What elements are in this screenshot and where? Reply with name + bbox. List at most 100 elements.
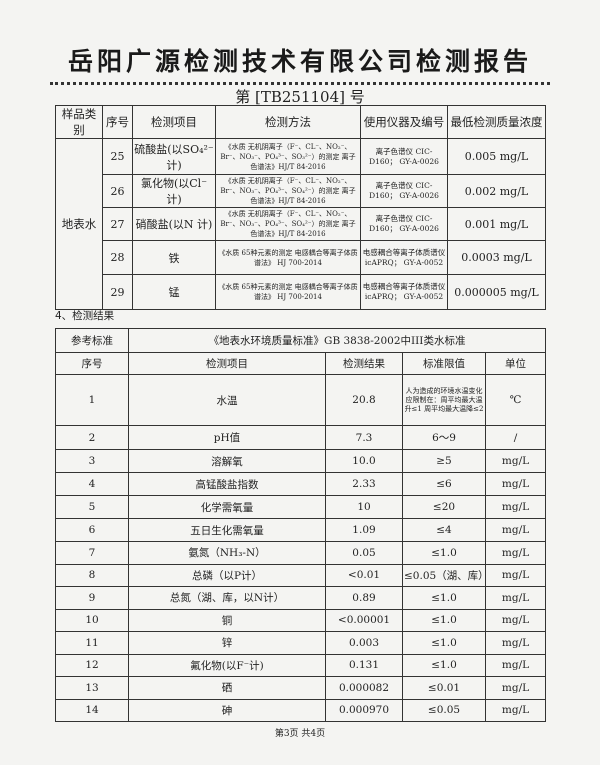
instrument: 电感耦合等离子体质谱仪icAPRQ； GY-A-0052	[360, 274, 448, 310]
test-method: 《水质 无机阴离子（F⁻、CL⁻、NO₂⁻、Br⁻、NO₃⁻、PO₄³⁻、SO₄…	[215, 174, 361, 208]
table-row: 地表水 25 硫酸盐(以SO₄²⁻计) 《水质 无机阴离子（F⁻、CL⁻、NO₂⁻、B…	[55, 138, 546, 310]
test-item: 氨氮（NH₃-N）	[128, 541, 326, 565]
unit: mg/L	[485, 676, 546, 700]
test-item: 化学需氧量	[128, 495, 326, 519]
header-cell: 检测方法	[215, 105, 361, 139]
standard-limit: ≤1.0	[402, 541, 486, 565]
table-row: 1 水温 20.8 人为造成的环境水温变化应限制在：周平均最大温升≤1 周平均最大温降…	[55, 374, 546, 426]
section-title: 4、检测结果	[55, 310, 115, 322]
standard-limit: ≤20	[402, 495, 486, 519]
unit: mg/L	[485, 518, 546, 542]
standard-limit: ≥5	[402, 449, 486, 473]
table-header-row: 序号 检测项目 检测结果 标准限值 单位	[55, 352, 546, 375]
table-row: 29 锰《水质 65种元素的测定 电感耦合等离子体质谱法》 HJ 700-2014…	[56, 274, 546, 310]
results-table: 参考标准 《地表水环境质量标准》GB 3838-2002中III类水标准 序号 …	[55, 328, 546, 722]
test-result: 0.131	[325, 653, 403, 677]
unit: mg/L	[485, 586, 546, 610]
table-row: 3 溶解氧 10.0 ≥5 mg/L	[55, 449, 546, 473]
header-cell: 标准限值	[402, 352, 486, 375]
row-number: 8	[55, 563, 129, 587]
test-item: 锌	[128, 631, 326, 655]
test-result: 20.8	[325, 374, 403, 426]
row-number: 11	[55, 631, 129, 655]
test-method: 《水质 无机阴离子（F⁻、CL⁻、NO₂⁻、Br⁻、NO₃⁻、PO₄³⁻、SO₃…	[215, 138, 361, 175]
detection-limit: 0.000005 mg/L	[447, 274, 546, 310]
header-cell: 序号	[55, 352, 129, 375]
row-number: 26	[102, 174, 133, 208]
unit: mg/L	[485, 541, 546, 565]
instrument: 电感耦合等离子体质谱仪icAPRQ； GY-A-0052	[360, 240, 448, 275]
row-number: 29	[102, 274, 133, 310]
row-number: 13	[55, 676, 129, 700]
row-number: 4	[55, 472, 129, 496]
header-cell: 序号	[102, 105, 133, 139]
header-cell: 检测结果	[325, 352, 403, 375]
row-number: 3	[55, 449, 129, 473]
unit: /	[485, 425, 546, 450]
test-item: 总氮（湖、库，以N计）	[128, 586, 326, 610]
unit: ℃	[485, 374, 546, 426]
row-number: 25	[102, 138, 133, 175]
row-number: 27	[102, 207, 133, 241]
header-cell: 最低检测质量浓度	[447, 105, 546, 139]
table-row: 10 铜 <0.00001 ≤1.0 mg/L	[55, 608, 546, 632]
test-result: 0.003	[325, 631, 403, 655]
test-method: 《水质 65种元素的测定 电感耦合等离子体质谱法》 HJ 700-2014	[215, 274, 361, 310]
test-result: 7.3	[325, 425, 403, 450]
unit: mg/L	[485, 472, 546, 496]
test-item: 锰	[132, 274, 216, 310]
table-row: 9 总氮（湖、库，以N计） 0.89 ≤1.0 mg/L	[55, 586, 546, 610]
table-header-row: 样品类别 序号 检测项目 检测方法 使用仪器及编号 最低检测质量浓度	[55, 105, 546, 139]
table-row: 26 氯化物(以Cl⁻计) 《水质 无机阴离子（F⁻、CL⁻、NO₂⁻、Br⁻、NO…	[56, 174, 546, 208]
standard-limit: 6～9	[402, 425, 486, 450]
test-method: 《水质 65种元素的测定 电感耦合等离子体质谱法》 HJ 700-2014	[215, 240, 361, 275]
test-item: 五日生化需氧量	[128, 518, 326, 542]
dotted-divider	[50, 82, 550, 85]
header-cell: 检测项目	[128, 352, 326, 375]
row-number: 6	[55, 518, 129, 542]
test-item: 铁	[132, 240, 216, 275]
detection-limit: 0.005 mg/L	[447, 138, 546, 175]
test-item: 硫酸盐(以SO₄²⁻计)	[132, 138, 216, 175]
test-result: 10	[325, 495, 403, 519]
table-row: 27 硝酸盐(以N 计) 《水质 无机阴离子（F⁻、CL⁻、NO₂⁻、Br⁻、NO₃…	[56, 207, 546, 241]
unit: mg/L	[485, 449, 546, 473]
table-row: 2 pH值 7.3 6～9/	[55, 425, 546, 450]
standard-limit: ≤0.01	[402, 676, 486, 700]
standard-limit: ≤1.0	[402, 631, 486, 655]
row-number: 28	[102, 240, 133, 275]
test-result: 2.33	[325, 472, 403, 496]
unit: mg/L	[485, 631, 546, 655]
table-row: 8 总磷（以P计） <0.01 ≤0.05（湖、库） mg/L	[55, 563, 546, 587]
reference-label: 参考标准	[55, 328, 129, 353]
row-number: 14	[55, 698, 129, 722]
test-result: 0.05	[325, 541, 403, 565]
reference-standard-row: 参考标准 《地表水环境质量标准》GB 3838-2002中III类水标准	[55, 328, 546, 353]
row-number: 12	[55, 653, 129, 677]
standard-limit: 人为造成的环境水温变化应限制在：周平均最大温升≤1 周平均最大温降≤2	[402, 374, 486, 426]
table-row: 14 砷 0.000970 ≤0.05 mg/L	[55, 698, 546, 722]
standard-limit: ≤1.0	[402, 586, 486, 610]
table-row: 28 铁《水质 65种元素的测定 电感耦合等离子体质谱法》 HJ 700-2014…	[56, 240, 546, 275]
unit: mg/L	[485, 698, 546, 722]
test-result: <0.00001	[325, 608, 403, 632]
standard-limit: ≤0.05	[402, 698, 486, 722]
test-result: 0.000970	[325, 698, 403, 722]
row-number: 10	[55, 608, 129, 632]
table-row: 13 硒 0.000082 ≤0.01 mg/L	[55, 676, 546, 700]
instrument: 离子色谱仪 CIC-D160； GY-A-0026	[360, 207, 448, 241]
page-footer: 第3页 共4页	[274, 729, 326, 739]
standard-limit: ≤1.0	[402, 608, 486, 632]
test-result: 0.89	[325, 586, 403, 610]
standard-limit: ≤4	[402, 518, 486, 542]
sample-category: 地表水	[55, 138, 103, 310]
standard-limit: ≤6	[402, 472, 486, 496]
test-item: 硒	[128, 676, 326, 700]
row-number: 9	[55, 586, 129, 610]
test-item: 砷	[128, 698, 326, 722]
row-number: 7	[55, 541, 129, 565]
test-result: <0.01	[325, 563, 403, 587]
methods-table: 样品类别 序号 检测项目 检测方法 使用仪器及编号 最低检测质量浓度 地表水 25…	[55, 105, 546, 310]
header-cell: 样品类别	[55, 105, 103, 139]
table-row: 6 五日生化需氧量 1.09 ≤4 mg/L	[55, 518, 546, 542]
